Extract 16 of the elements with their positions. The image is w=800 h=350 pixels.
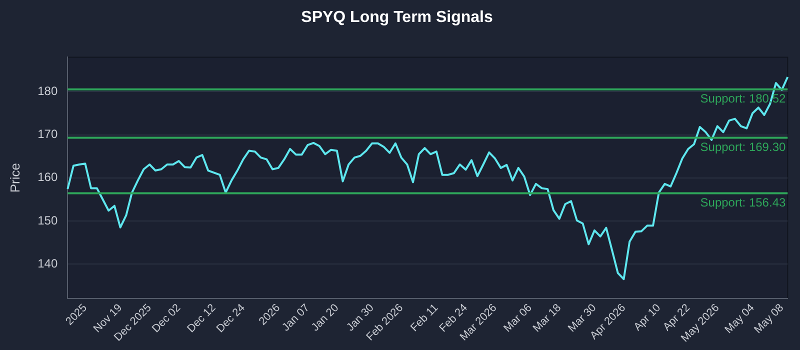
ref-line-label: Support: 169.30 xyxy=(700,140,786,154)
x-tick-label: Jan 20 xyxy=(309,302,342,334)
x-tick-label: Dec 24 xyxy=(214,302,248,336)
y-axis-title: Price xyxy=(7,163,22,193)
x-tick-label: Dec 02 xyxy=(150,302,184,336)
ref-line-label: Support: 156.43 xyxy=(700,196,786,210)
y-tick-label: 150 xyxy=(38,213,58,228)
x-tick-label: Jan 07 xyxy=(280,302,312,334)
chart-title: SPYQ Long Term Signals xyxy=(301,9,493,26)
x-tick-label: Apr 10 xyxy=(632,302,664,334)
y-tick-label: 170 xyxy=(38,127,58,142)
x-tick-label: May 08 xyxy=(752,302,786,336)
y-tick-label: 180 xyxy=(38,84,58,98)
y-tick-label: 140 xyxy=(38,256,58,270)
x-tick-label: Mar 18 xyxy=(530,302,564,335)
y-tick-label: 160 xyxy=(38,170,58,184)
